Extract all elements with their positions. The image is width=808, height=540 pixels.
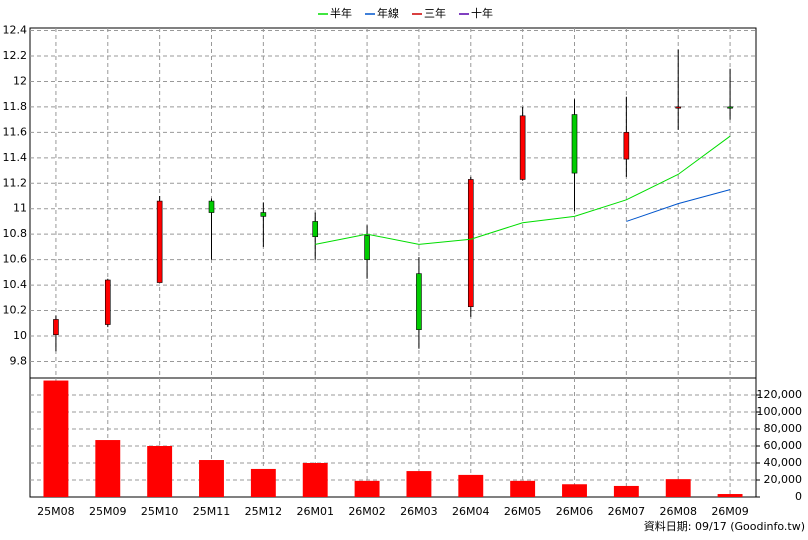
volume-tick-label: 20,000 (764, 473, 803, 486)
volume-tick-label: 40,000 (764, 456, 803, 469)
x-tick-label: 26M06 (556, 505, 594, 518)
volume-bar (562, 484, 587, 497)
y-tick-label: 11.4 (3, 151, 28, 164)
candle-body (53, 319, 59, 336)
y-tick-label: 10 (13, 329, 27, 342)
y-tick-label: 10.6 (3, 253, 28, 266)
x-tick-label: 25M09 (89, 505, 127, 518)
y-tick-label: 12.2 (3, 49, 28, 62)
y-tick-label: 10.8 (3, 227, 28, 240)
x-tick-label: 26M09 (711, 505, 749, 518)
candle-body (675, 106, 682, 109)
x-tick-label: 26M08 (659, 505, 697, 518)
price-frame (29, 27, 757, 379)
y-tick-label: 11 (13, 202, 27, 215)
candle-body (623, 132, 630, 160)
volume-tick-label: 100,000 (757, 405, 803, 418)
volume-frame (29, 377, 757, 498)
legend-label: 三年 (424, 6, 446, 20)
volume-bar (665, 479, 691, 497)
x-tick-label: 26M07 (608, 505, 646, 518)
footer-note: 資料日期: 09/17 (Goodinfo.tw) (644, 519, 805, 533)
y-tick-label: 12.4 (3, 24, 28, 37)
x-tick-label: 26M02 (348, 505, 386, 518)
candle-body (156, 200, 163, 283)
volume-tick-label: 120,000 (757, 388, 803, 401)
candle-body (260, 212, 267, 217)
volume-tick-label: 0 (795, 490, 802, 503)
y-tick-label: 11.2 (3, 176, 28, 189)
volume-tick-label: 80,000 (764, 422, 803, 435)
candle-body (208, 200, 215, 213)
volume-bar (613, 485, 639, 497)
volume-bar (354, 480, 380, 497)
volume-tick-label: 60,000 (764, 439, 803, 452)
volume-bar (43, 380, 69, 497)
candle-body (312, 221, 319, 238)
y-tick-label: 12 (13, 74, 27, 87)
y-tick-label: 10.2 (3, 304, 28, 317)
x-tick-label: 25M11 (193, 505, 231, 518)
candle-body (727, 106, 733, 109)
volume-bar (95, 440, 121, 497)
y-tick-label: 10.4 (3, 278, 28, 291)
ma-line (315, 135, 731, 245)
volume-bar (302, 463, 328, 497)
volume-bar (510, 480, 536, 497)
x-tick-label: 26M01 (296, 505, 334, 518)
volume-bar (147, 446, 173, 497)
legend-label: 半年 (330, 6, 352, 20)
x-tick-label: 26M03 (400, 505, 438, 518)
candle-body (364, 235, 370, 260)
x-tick-label: 26M04 (452, 505, 490, 518)
volume-bar (406, 471, 432, 497)
ma-line (626, 189, 731, 222)
volume-bar (717, 494, 743, 497)
y-tick-label: 9.8 (10, 354, 28, 367)
volume-bar (250, 468, 276, 497)
volume-bar (199, 460, 224, 497)
candle-body (571, 114, 578, 174)
candle-body (519, 115, 526, 180)
legend-label: 十年 (471, 6, 493, 20)
volume-bar (458, 474, 484, 497)
x-tick-label: 25M08 (37, 505, 75, 518)
candle-body (104, 279, 111, 325)
candle-body (416, 273, 422, 330)
legend-label: 年線 (377, 6, 399, 20)
y-tick-label: 11.8 (3, 100, 28, 113)
y-tick-label: 11.6 (3, 125, 28, 138)
x-tick-label: 25M10 (141, 505, 179, 518)
x-tick-label: 26M05 (504, 505, 542, 518)
candle-body (467, 179, 474, 308)
x-tick-label: 25M12 (245, 505, 283, 518)
